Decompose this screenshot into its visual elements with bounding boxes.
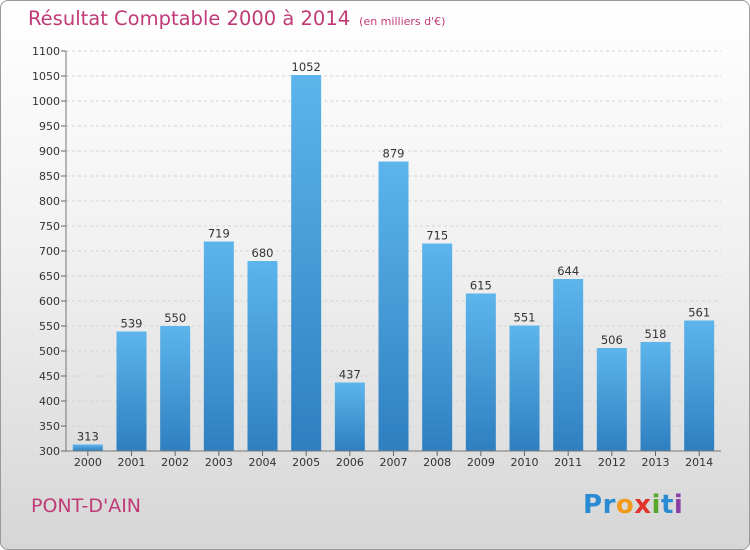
- x-tick-label: 2005: [292, 456, 320, 469]
- x-tick-label: 2009: [467, 456, 495, 469]
- chart-title: Résultat Comptable 2000 à 2014: [28, 7, 351, 30]
- bar-2014: [684, 320, 715, 451]
- bar-2000: [72, 444, 103, 451]
- bar-2006: [334, 382, 365, 451]
- y-tick-label: 300: [39, 445, 60, 458]
- value-label: 518: [645, 327, 667, 341]
- x-tick-label: 2000: [74, 456, 102, 469]
- bar-2010: [509, 325, 540, 451]
- value-label: 313: [77, 430, 99, 444]
- y-tick-label: 500: [39, 345, 60, 358]
- y-tick-label: 450: [39, 370, 60, 383]
- y-tick-label: 550: [39, 320, 60, 333]
- y-tick-label: 800: [39, 195, 60, 208]
- logo-letter: x: [634, 490, 652, 520]
- y-tick-label: 350: [39, 420, 60, 433]
- y-tick-label: 600: [39, 295, 60, 308]
- value-label: 561: [688, 306, 710, 320]
- bar-2001: [116, 331, 147, 451]
- logo-letter: r: [602, 490, 616, 520]
- value-label: 539: [121, 317, 143, 331]
- bar-2005: [291, 75, 322, 451]
- title-row: Résultat Comptable 2000 à 2014 (en millie…: [28, 7, 445, 30]
- logo-letter: P: [583, 490, 603, 520]
- x-tick-label: 2004: [249, 456, 277, 469]
- value-label: 715: [426, 229, 448, 243]
- y-tick-label: 650: [39, 270, 60, 283]
- y-tick-label: 400: [39, 395, 60, 408]
- logo-letter: i: [673, 490, 684, 520]
- logo-letter: t: [660, 490, 674, 520]
- y-tick-label: 1000: [32, 95, 60, 108]
- x-tick-label: 2006: [336, 456, 364, 469]
- x-tick-label: 2007: [380, 456, 408, 469]
- value-label: 551: [514, 311, 536, 325]
- y-tick-label: 950: [39, 120, 60, 133]
- x-tick-label: 2002: [161, 456, 189, 469]
- x-tick-label: 2011: [554, 456, 582, 469]
- x-tick-label: 2008: [423, 456, 451, 469]
- value-label: 644: [557, 264, 579, 278]
- y-tick-label: 700: [39, 245, 60, 258]
- proxiti-logo[interactable]: Proxiti: [583, 490, 683, 520]
- bar-2009: [465, 293, 496, 451]
- bar-2007: [378, 161, 409, 451]
- bar-2008: [422, 243, 453, 451]
- y-tick-label: 1100: [32, 45, 60, 58]
- x-tick-label: 2012: [598, 456, 626, 469]
- bar-2013: [640, 342, 671, 451]
- bar-2002: [160, 326, 191, 451]
- value-label: 506: [601, 333, 623, 347]
- value-label: 550: [164, 311, 186, 325]
- x-tick-label: 2013: [642, 456, 670, 469]
- y-tick-label: 1050: [32, 70, 60, 83]
- value-label: 615: [470, 279, 492, 293]
- chart-subtitle: (en milliers d'€): [359, 15, 446, 28]
- x-tick-label: 2014: [685, 456, 713, 469]
- y-tick-label: 750: [39, 220, 60, 233]
- value-label: 879: [383, 147, 405, 161]
- bar-2012: [596, 348, 627, 451]
- x-tick-label: 2010: [511, 456, 539, 469]
- logo-letter: o: [615, 490, 635, 520]
- bar-2011: [553, 279, 584, 451]
- x-tick-label: 2003: [205, 456, 233, 469]
- logo-letter: i: [651, 490, 661, 520]
- bar-2004: [247, 261, 278, 451]
- value-label: 437: [339, 368, 361, 382]
- x-tick-label: 2001: [118, 456, 146, 469]
- value-label: 719: [208, 227, 230, 241]
- place-name: PONT-D'AIN: [31, 495, 142, 517]
- value-label: 680: [252, 246, 274, 260]
- bar-2003: [203, 241, 234, 451]
- y-tick-label: 850: [39, 170, 60, 183]
- value-label: 1052: [292, 60, 321, 74]
- y-tick-label: 900: [39, 145, 60, 158]
